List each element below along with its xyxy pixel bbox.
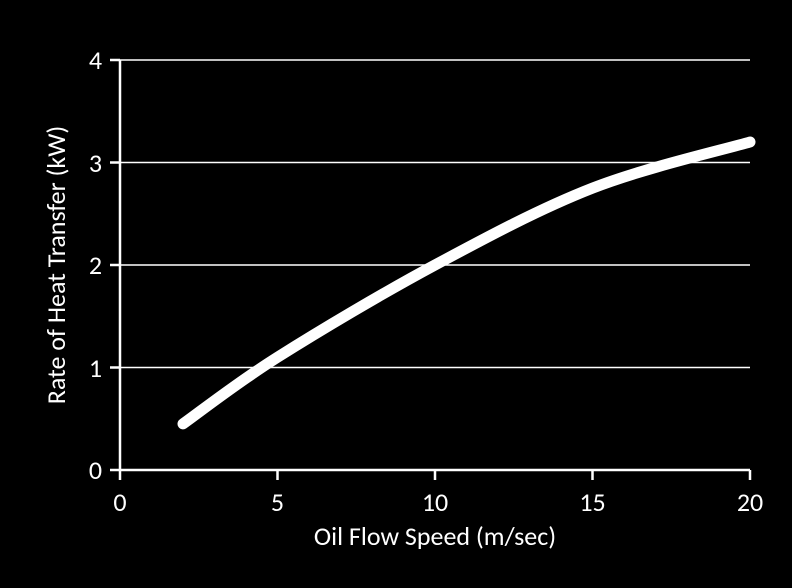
y-tick-label: 2 [89, 249, 102, 281]
y-tick-label: 1 [89, 352, 102, 384]
y-tick-label: 4 [89, 44, 102, 76]
x-tick-label: 20 [720, 486, 780, 518]
x-tick-label: 5 [248, 486, 308, 518]
y-tick-label: 0 [89, 454, 102, 486]
x-tick-label: 0 [90, 486, 150, 518]
heat-transfer-chart: Rate of Heat Transfer (kW) Oil Flow Spee… [0, 0, 792, 588]
y-tick-label: 3 [89, 147, 102, 179]
x-tick-label: 15 [563, 486, 623, 518]
x-tick-label: 10 [405, 486, 465, 518]
